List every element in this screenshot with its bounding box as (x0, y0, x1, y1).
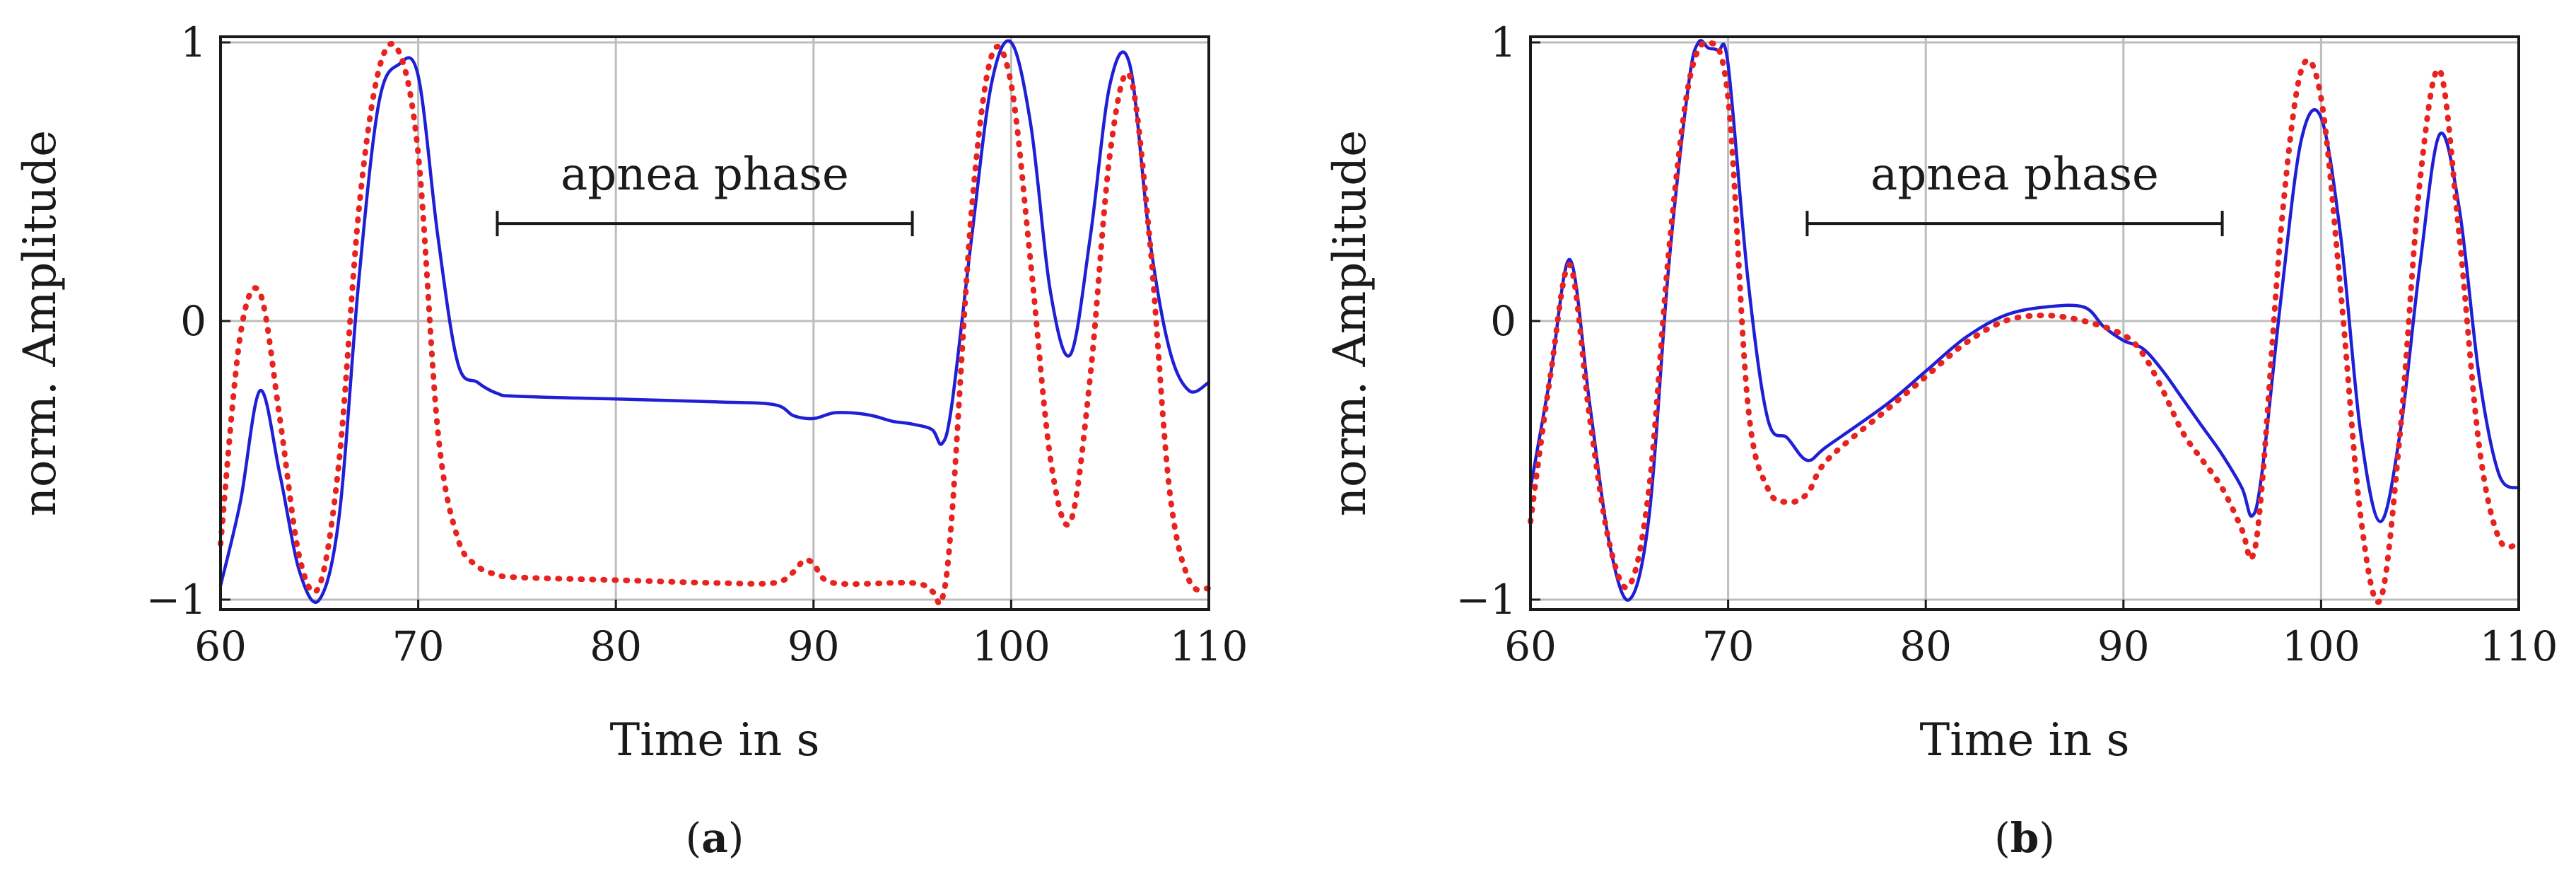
panel-letter-b: b (2010, 814, 2039, 862)
x-tick-label-a: 80 (590, 622, 642, 670)
y-tick-label-b: −1 (1456, 576, 1517, 624)
panel-label-a: (a) (686, 814, 744, 862)
x-tick-label-a: 90 (788, 622, 840, 670)
apnea-phase-label-b: apnea phase (1870, 148, 2159, 201)
x-tick-label-b: 100 (2282, 622, 2360, 670)
x-tick-label-b: 80 (1899, 622, 1952, 670)
panel-label-b: (b) (1994, 814, 2055, 862)
x-tick-label-a: 110 (1170, 622, 1248, 670)
panel-b: 60 70 80 90 100 110 −1 0 1 Time in s norm. Ampli… (1324, 18, 2558, 862)
x-tick-label-a: 60 (194, 622, 247, 670)
y-tick-label-b: 0 (1490, 297, 1516, 345)
y-tick-label-b: 1 (1490, 18, 1516, 66)
y-axis-label-a: norm. Amplitude (14, 130, 66, 516)
panel-a: 60 70 80 90 100 110 −1 0 1 Time in s norm. Ampli… (14, 18, 1248, 862)
series-line-solid-a (218, 39, 1211, 604)
series-line-solid-b (1528, 39, 2521, 602)
panel-letter-a: a (701, 814, 728, 862)
x-tick-label-b: 90 (2097, 622, 2150, 670)
x-tick-label-b: 70 (1702, 622, 1755, 670)
x-tick-label-b: 60 (1504, 622, 1557, 670)
apnea-phase-label-a: apnea phase (561, 148, 849, 201)
x-axis-label-b: Time in s (1920, 714, 2130, 766)
x-tick-label-a: 70 (392, 622, 445, 670)
y-tick-label-a: −1 (146, 576, 207, 624)
plot-frame-a (219, 35, 1210, 611)
x-axis-label-a: Time in s (610, 714, 820, 766)
y-tick-label-a: 0 (180, 297, 206, 345)
x-tick-label-a: 100 (972, 622, 1050, 670)
y-axis-label-b: norm. Amplitude (1324, 130, 1376, 516)
y-tick-label-a: 1 (180, 18, 206, 66)
series-line-dotted-b (1528, 39, 2522, 605)
plot-frame-b (1529, 35, 2520, 611)
x-tick-label-b: 110 (2480, 622, 2558, 670)
series-line-dotted-a (218, 40, 1212, 607)
